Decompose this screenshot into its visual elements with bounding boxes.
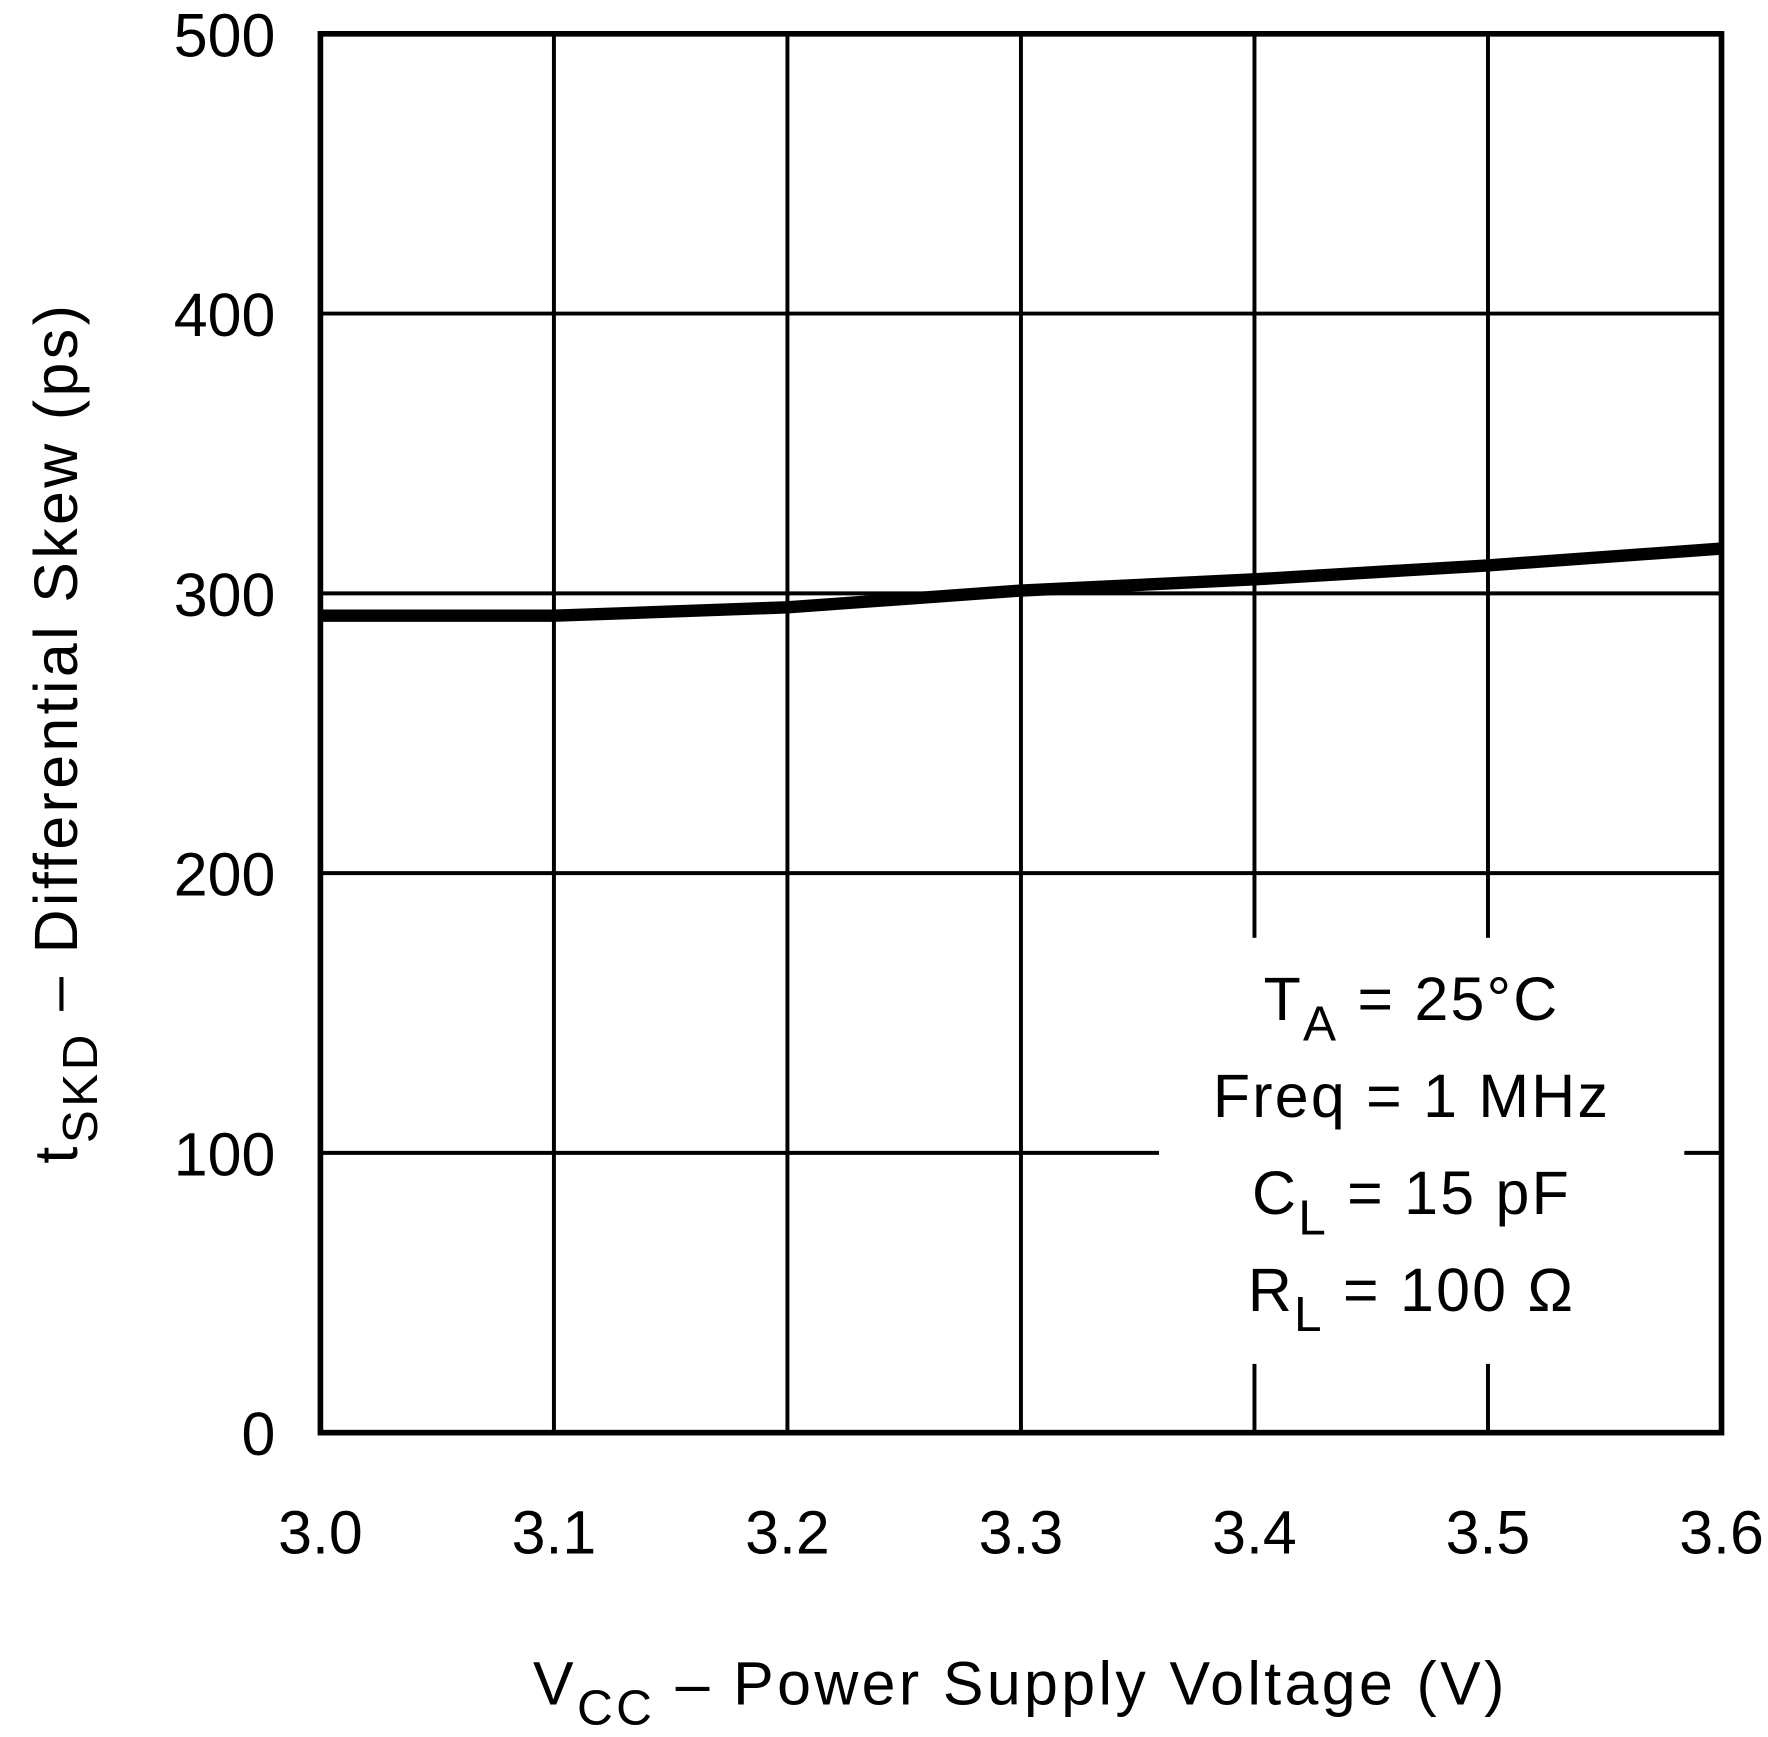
x-tick-label: 3.3 bbox=[979, 1498, 1064, 1566]
annotation: CL = 15 pF bbox=[1252, 1159, 1571, 1245]
label-main: Freq = 1 MHz bbox=[1213, 1062, 1610, 1130]
annotation: Freq = 1 MHz bbox=[1213, 1062, 1610, 1130]
y-tick-label: 100 bbox=[174, 1120, 276, 1188]
y-tick-label: 500 bbox=[174, 1, 276, 69]
y-axis-label: tSKD – Differential Skew (ps) bbox=[22, 302, 108, 1164]
label-rest: = 15 pF bbox=[1328, 1159, 1571, 1227]
x-tick-label: 3.2 bbox=[745, 1498, 830, 1566]
label-subscript: A bbox=[1303, 995, 1338, 1051]
label-subscript: L bbox=[1298, 1189, 1328, 1245]
x-tick-label: 3.1 bbox=[512, 1498, 597, 1566]
annotation: TA = 25°C bbox=[1264, 965, 1560, 1051]
annotation: RL = 100 Ω bbox=[1248, 1256, 1575, 1342]
data-line bbox=[320, 542, 1722, 622]
label-rest: – Power Supply Voltage (V) bbox=[655, 1649, 1507, 1717]
label-rest: = 25°C bbox=[1338, 965, 1559, 1033]
label-subscript: L bbox=[1294, 1286, 1324, 1342]
label-rest: – Differential Skew (ps) bbox=[22, 302, 90, 1031]
x-tick-label: 3.0 bbox=[278, 1498, 363, 1566]
label-main: T bbox=[1264, 965, 1303, 1033]
label-main: V bbox=[533, 1649, 577, 1717]
label-main: C bbox=[1252, 1159, 1298, 1227]
label-main: t bbox=[22, 1143, 90, 1163]
y-tick-label: 400 bbox=[174, 281, 276, 349]
label-rest: = 100 Ω bbox=[1324, 1256, 1575, 1324]
x-axis-label: VCC – Power Supply Voltage (V) bbox=[533, 1649, 1508, 1735]
annotation-box bbox=[1159, 937, 1685, 1364]
label-subscript: CC bbox=[577, 1680, 655, 1736]
label-subscript: SKD bbox=[52, 1031, 108, 1143]
y-tick-label: 300 bbox=[174, 561, 276, 629]
y-tick-label: 200 bbox=[174, 841, 276, 909]
x-tick-label: 3.4 bbox=[1212, 1498, 1297, 1566]
label-main: R bbox=[1248, 1256, 1294, 1324]
y-tick-label: 0 bbox=[241, 1400, 275, 1468]
x-tick-label: 3.6 bbox=[1679, 1498, 1764, 1566]
x-tick-label: 3.5 bbox=[1446, 1498, 1531, 1566]
plot-frame bbox=[317, 30, 1725, 1436]
